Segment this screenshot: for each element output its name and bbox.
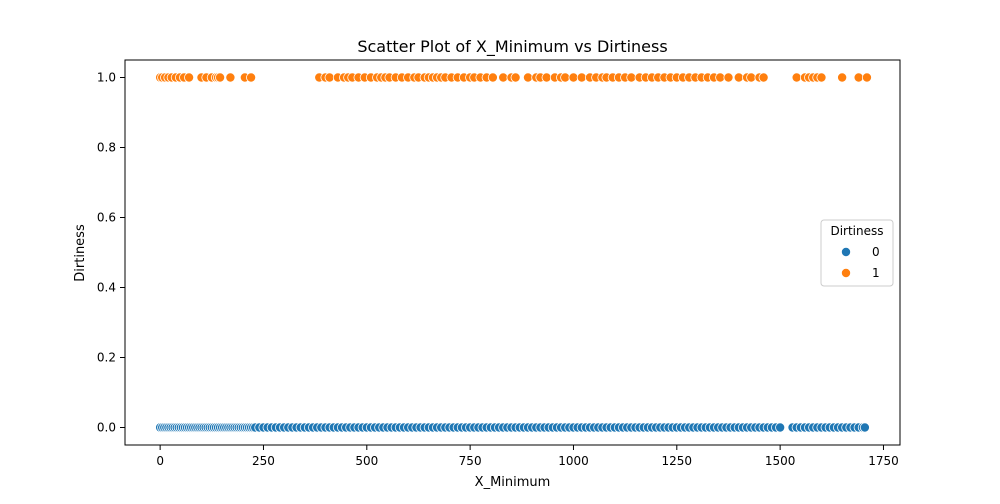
data-point — [324, 72, 335, 83]
legend-entries: 01 — [841, 245, 880, 280]
legend-label: 0 — [872, 245, 880, 259]
data-point — [723, 72, 734, 83]
data-point — [523, 72, 534, 83]
x-tick-label: 1500 — [765, 454, 796, 468]
y-tick-label: 0.6 — [97, 211, 116, 225]
y-axis-ticks: 0.0 0.2 0.4 0.6 0.8 1.0 — [97, 71, 125, 435]
data-point — [576, 72, 587, 83]
x-tick-label: 1250 — [662, 454, 693, 468]
legend-marker — [841, 246, 852, 257]
y-tick-label: 0.8 — [97, 141, 116, 155]
data-point — [568, 72, 579, 83]
data-point — [837, 72, 848, 83]
data-point — [733, 72, 744, 83]
data-point — [746, 72, 757, 83]
legend-marker — [841, 267, 852, 278]
data-point — [715, 72, 726, 83]
x-tick-label: 1750 — [868, 454, 899, 468]
y-tick-label: 0.2 — [97, 351, 116, 365]
legend-title: Dirtiness — [830, 224, 883, 238]
data-point — [560, 72, 571, 83]
data-point — [816, 72, 827, 83]
data-point — [861, 72, 872, 83]
data-point — [626, 72, 637, 83]
legend-label: 1 — [872, 266, 880, 280]
legend-box — [820, 219, 894, 287]
data-point — [498, 72, 509, 83]
data-points-layer — [155, 72, 872, 433]
data-point — [510, 72, 521, 83]
data-point — [758, 72, 769, 83]
x-tick-label: 500 — [355, 454, 378, 468]
data-point — [184, 72, 195, 83]
plot-frame — [124, 59, 901, 446]
legend: Dirtiness 01 — [820, 219, 894, 287]
data-point — [225, 72, 236, 83]
data-point — [791, 72, 802, 83]
x-tick-label: 250 — [252, 454, 275, 468]
data-point — [541, 72, 552, 83]
y-axis-label: Dirtiness — [73, 224, 88, 282]
x-axis-label: X_Minimum — [475, 475, 551, 490]
data-point — [215, 72, 226, 83]
chart-title: Scatter Plot of X_Minimum vs Dirtiness — [357, 37, 667, 57]
data-point — [487, 72, 498, 83]
data-point — [853, 72, 864, 83]
x-axis-ticks: 0 250 500 750 1000 1250 1500 1750 — [156, 445, 899, 468]
x-tick-label: 750 — [459, 454, 482, 468]
y-tick-label: 1.0 — [97, 71, 116, 85]
x-tick-label: 1000 — [558, 454, 589, 468]
data-point — [859, 422, 870, 433]
y-tick-label: 0.4 — [97, 281, 116, 295]
data-point — [775, 422, 786, 433]
plot-area — [124, 59, 901, 446]
y-tick-label: 0.0 — [97, 421, 116, 435]
data-point — [246, 72, 257, 83]
x-tick-label: 0 — [156, 454, 164, 468]
